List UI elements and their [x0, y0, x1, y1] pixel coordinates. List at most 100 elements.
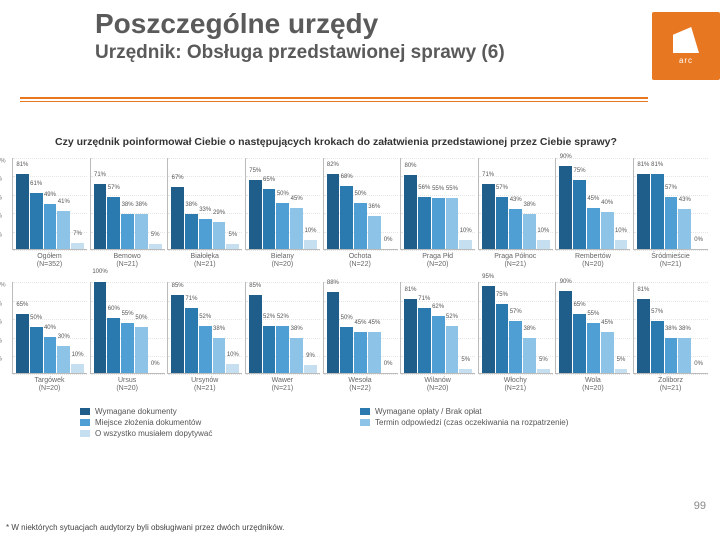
chart-panel: 81%81%57%43%0%Śródmieście(N=21) [633, 158, 708, 268]
x-label: Praga Płd(N=20) [400, 253, 475, 268]
x-label: Ursynów(N=21) [167, 377, 242, 392]
bar-value-label: 10% [460, 228, 472, 234]
plot-area: 80%56%55%55%10% [400, 158, 475, 250]
chart-panel: 100%60%55%50%0%Ursus(N=20) [90, 282, 165, 392]
bar [651, 174, 664, 249]
bar-value-label: 57% [108, 185, 120, 191]
bar-value-label: 45% [368, 320, 380, 326]
bar [496, 197, 509, 249]
bar-value-label: 57% [510, 309, 522, 315]
y-tick-label: 40% [0, 337, 2, 344]
bar-value-label: 71% [418, 296, 430, 302]
bar-value-label: 43% [679, 197, 691, 203]
bar-value-label: 33% [199, 207, 211, 213]
bar-value-label: 40% [601, 200, 613, 206]
bar [199, 219, 212, 249]
legend-item: Wymagane opłaty / Brak opłat [360, 407, 640, 416]
bar-value-label: 75% [496, 292, 508, 298]
bar [404, 299, 417, 374]
plot-area: 81%81%57%43%0% [633, 158, 708, 250]
bar-value-label: 38% [135, 202, 147, 208]
bar [121, 214, 134, 249]
question-text: Czy urzędnik poinformował Ciebie o nastę… [55, 136, 700, 148]
bar [573, 180, 586, 249]
bar-value-label: 5% [539, 357, 548, 363]
bar [30, 193, 43, 249]
x-label: Bemowo(N=21) [90, 253, 165, 268]
bar-value-label: 81% [405, 287, 417, 293]
chart-panel: 95%75%57%38%5%Włochy(N=21) [478, 282, 553, 392]
plot-area: 90%75%45%40%10% [555, 158, 630, 250]
bar [459, 369, 472, 374]
bar-value-label: 57% [665, 185, 677, 191]
legend-swatch [360, 419, 370, 426]
bar [171, 187, 184, 249]
bar [482, 184, 495, 249]
bar-value-label: 50% [354, 191, 366, 197]
bar [601, 212, 614, 249]
bar [368, 216, 381, 249]
bar-value-label: 60% [108, 306, 120, 312]
plot-area: 95%75%57%38%5% [478, 282, 553, 374]
bar [404, 175, 417, 249]
plot-area: 71%57%43%38%10% [478, 158, 553, 250]
plot-area: 71%57%38%38%5% [90, 158, 165, 250]
bar-value-label: 9% [306, 353, 315, 359]
bar [587, 323, 600, 374]
chart-row: 0%20%40%60%80%100%65%50%40%30%10%Targówe… [12, 282, 708, 392]
chart-row: 0%20%40%60%80%100%81%61%49%41%7%Ogółem(N… [12, 158, 708, 268]
bar [587, 208, 600, 249]
bar-value-label: 81% [637, 287, 649, 293]
bar-value-label: 10% [615, 228, 627, 234]
bar [559, 166, 572, 249]
y-tick-label: 20% [0, 231, 2, 238]
bar-value-label: 71% [185, 296, 197, 302]
bar-value-label: 0% [151, 361, 160, 367]
bar [57, 346, 70, 374]
bar [226, 244, 239, 249]
bar-value-label: 62% [432, 304, 444, 310]
bar [340, 186, 353, 249]
bar-value-label: 38% [291, 326, 303, 332]
bar-value-label: 10% [537, 228, 549, 234]
legend-item: Miejsce złożenia dokumentów [80, 418, 360, 427]
y-tick-label: 80% [0, 176, 2, 183]
bar [94, 184, 107, 249]
bar-value-label: 71% [94, 172, 106, 178]
plot-area: 0%20%40%60%80%100%81%61%49%41%7% [12, 158, 87, 250]
bar [121, 323, 134, 374]
plot-area: 90%65%55%45%5% [555, 282, 630, 374]
bar-value-label: 65% [263, 177, 275, 183]
bar [149, 244, 162, 249]
y-tick-label: 80% [0, 300, 2, 307]
bar [601, 332, 614, 373]
bar [354, 332, 367, 373]
chart-panel: 0%20%40%60%80%100%65%50%40%30%10%Targówe… [12, 282, 87, 392]
bar [276, 203, 289, 249]
bar [509, 209, 522, 249]
bar-value-label: 55% [587, 311, 599, 317]
bar-value-label: 45% [587, 196, 599, 202]
chart-panel: 71%57%38%38%5%Bemowo(N=21) [90, 158, 165, 268]
bar [263, 326, 276, 374]
divider [20, 97, 648, 99]
charts-container: 0%20%40%60%80%100%81%61%49%41%7%Ogółem(N… [0, 158, 720, 393]
bar-value-label: 52% [277, 314, 289, 320]
bar-value-label: 5% [151, 232, 160, 238]
bar-value-label: 75% [249, 168, 261, 174]
bar [368, 332, 381, 373]
bar [304, 365, 317, 373]
bar [665, 338, 678, 373]
chart-panel: 81%71%62%52%5%Wilanów(N=20) [400, 282, 475, 392]
bar [135, 327, 148, 373]
bar [30, 327, 43, 373]
bar-value-label: 55% [446, 186, 458, 192]
bar [71, 243, 84, 249]
bar-value-label: 81% [651, 162, 663, 168]
bar [185, 308, 198, 373]
plot-area: 67%38%33%29%5% [167, 158, 242, 250]
y-tick-label: 20% [0, 355, 2, 362]
brand-logo: arc [652, 12, 720, 80]
bar-value-label: 41% [58, 199, 70, 205]
chart-panel: 90%65%55%45%5%Wola(N=20) [555, 282, 630, 392]
